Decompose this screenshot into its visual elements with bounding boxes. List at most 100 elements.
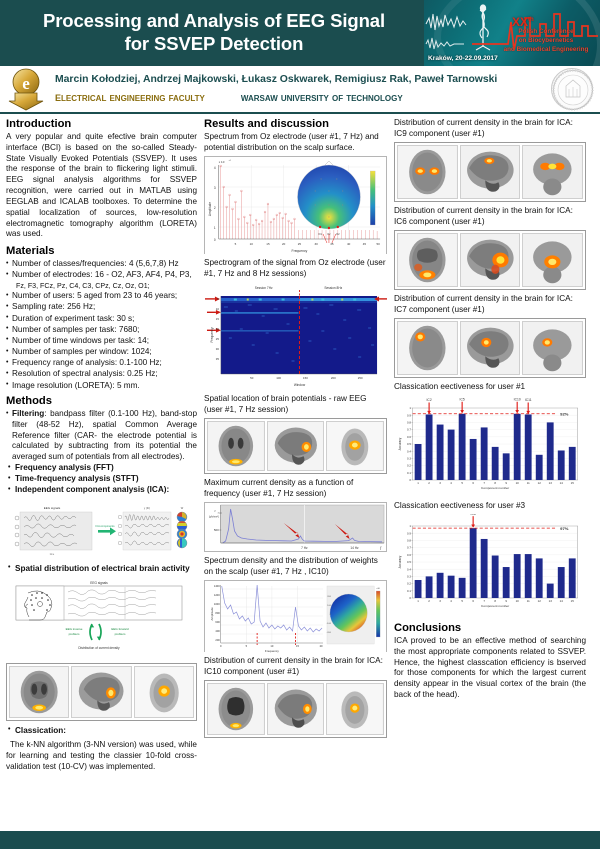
svg-text:200: 200 [327, 596, 331, 598]
method-filtering: Filtering: bandpass filter (0.1-100 Hz),… [6, 409, 197, 462]
svg-text:0.5: 0.5 [407, 560, 411, 564]
method-fft: Frequency analysis (FFT) [6, 463, 197, 474]
svg-text:13: 13 [549, 599, 553, 603]
svg-text:0.9: 0.9 [407, 413, 411, 417]
svg-text:0.6: 0.6 [407, 553, 411, 557]
svg-text:Frequency: Frequency [292, 249, 308, 253]
caption-ic7: Distribution of current density in the b… [394, 294, 573, 314]
svg-text:4: 4 [214, 166, 216, 170]
svg-text:time: time [50, 553, 55, 556]
filtering-text: : bandpass filter (0.1-100 Hz), band-sto… [12, 409, 197, 461]
arrow-icon [283, 523, 350, 539]
svg-text:0.3: 0.3 [407, 575, 411, 579]
svg-text:250: 250 [358, 376, 363, 380]
svg-text:12: 12 [538, 599, 542, 603]
svg-text:9: 9 [505, 481, 507, 485]
svg-text:IC10: IC10 [514, 397, 521, 401]
heading-introduction: Introduction [6, 118, 72, 130]
svg-text:J: J [214, 509, 216, 513]
faculty-name: Electrical Engineering Faculty [55, 90, 205, 104]
heading-methods: Methods [6, 395, 52, 408]
svg-text:20: 20 [216, 327, 220, 331]
method-stft: Time-frequency analysis (STFT) [6, 474, 197, 485]
brain-panel-axial [9, 665, 70, 718]
svg-text:50: 50 [376, 242, 380, 246]
spatial-distribution-bullet-list: Spatial distribution of electrical brain… [6, 563, 197, 575]
topoplot-icons [176, 511, 188, 549]
svg-text:15: 15 [266, 242, 270, 246]
svg-text:0.7: 0.7 [407, 427, 411, 431]
svg-text:400: 400 [215, 629, 220, 633]
svg-text:-4: -4 [229, 160, 232, 162]
poster-footer [0, 832, 600, 849]
svg-text:10: 10 [216, 307, 220, 311]
svg-text:15: 15 [571, 481, 575, 485]
caption-ic6: Distribution of current density in the b… [394, 206, 573, 226]
svg-text:Accuracy: Accuracy [398, 555, 402, 568]
svg-text:2: 2 [428, 481, 430, 485]
brain-panel-sagittal [459, 233, 521, 287]
affiliation-row: Electrical Engineering Faculty Warsaw Un… [55, 90, 547, 104]
conference-city-date: Kraków, 20-22.09.2017 [428, 55, 498, 62]
title-line-2: for SSVEP Detection [124, 33, 304, 54]
svg-text:1: 1 [417, 481, 419, 485]
classification-bullet: Classication: [6, 725, 197, 737]
svg-text:ICA components: ICA components [95, 524, 115, 528]
svg-text:0: 0 [220, 644, 222, 648]
svg-text:x10: x10 [377, 588, 381, 590]
svg-text:0.4: 0.4 [407, 567, 411, 571]
caption-chart-user1: Classication eectiveness for user #1 [394, 382, 526, 391]
brain-panel-axial [207, 683, 265, 735]
svg-text:2: 2 [214, 206, 216, 210]
heading-materials: Materials [6, 245, 55, 258]
brain-panel-sagittal [71, 665, 132, 718]
svg-text:15: 15 [571, 599, 575, 603]
figure-brain-ic10 [204, 680, 387, 738]
svg-text:EEG signals: EEG signals [44, 506, 61, 510]
svg-text:0.2: 0.2 [407, 582, 411, 586]
brain-panel-coronal [522, 233, 584, 287]
list-item: Number of classes/frequencies: 4 (5,6,7,… [6, 259, 197, 270]
author-list: Marcin Kołodziej, Andrzej Majkowski, Łuk… [55, 74, 498, 85]
svg-text:f: f [380, 545, 382, 550]
svg-text:EEG signals: EEG signals [90, 581, 108, 585]
svg-text:14: 14 [560, 481, 564, 485]
svg-text:40: 40 [347, 242, 351, 246]
svg-text:8: 8 [494, 599, 496, 603]
brain-panel-sagittal [266, 683, 325, 735]
heading-results: Results and discussion [204, 118, 329, 130]
brain-panel-coronal [522, 145, 584, 199]
method-ica: Independent component analysis (ICA): [6, 485, 197, 496]
list-item: Fz, F3, FCz, Pz, C4, C3, CPz, Cz, Oz, O1… [16, 281, 150, 290]
materials-list: Number of classes/frequencies: 4 (5,6,7,… [6, 259, 197, 391]
svg-text:100: 100 [327, 605, 331, 607]
brain-panel-sagittal [459, 145, 521, 199]
svg-text:4: 4 [450, 599, 452, 603]
svg-text:0.7: 0.7 [407, 546, 411, 550]
svg-text:6: 6 [472, 481, 474, 485]
svg-text:7: 7 [483, 481, 485, 485]
svg-text:W: W [181, 506, 184, 510]
svg-text:25: 25 [298, 242, 302, 246]
caption-spectrum: Spectrum from Oz electrode (user #1, 7 H… [204, 132, 379, 152]
page-title: Processing and Analysis of EEG Signal fo… [0, 10, 424, 55]
svg-text:Component number: Component number [481, 486, 509, 490]
poster-header: Processing and Analysis of EEG Signal fo… [0, 0, 600, 66]
svg-text:35: 35 [216, 357, 220, 361]
svg-text:92%: 92% [560, 411, 569, 416]
svg-text:0.1: 0.1 [407, 470, 411, 474]
figure-max-current-density: 500 J max [µA/mm²] 7 Hz 14 Hz f [204, 502, 387, 552]
svg-text:10: 10 [516, 481, 520, 485]
brain-panel-axial [397, 145, 458, 199]
svg-text:1: 1 [409, 524, 411, 528]
svg-text:0: 0 [214, 238, 216, 242]
brain-panel-coronal [326, 683, 385, 735]
svg-text:5: 5 [246, 644, 248, 648]
figure-brain-ic7 [394, 318, 586, 378]
svg-text:IC5: IC5 [460, 397, 465, 401]
classification-text: The k-NN algorithm (3-NN version) was us… [6, 740, 197, 771]
svg-text:500: 500 [214, 528, 219, 532]
svg-text:100: 100 [276, 376, 281, 380]
conference-line-1: Polish Conference [518, 28, 574, 35]
figure-brain-raw-eeg [204, 418, 387, 474]
